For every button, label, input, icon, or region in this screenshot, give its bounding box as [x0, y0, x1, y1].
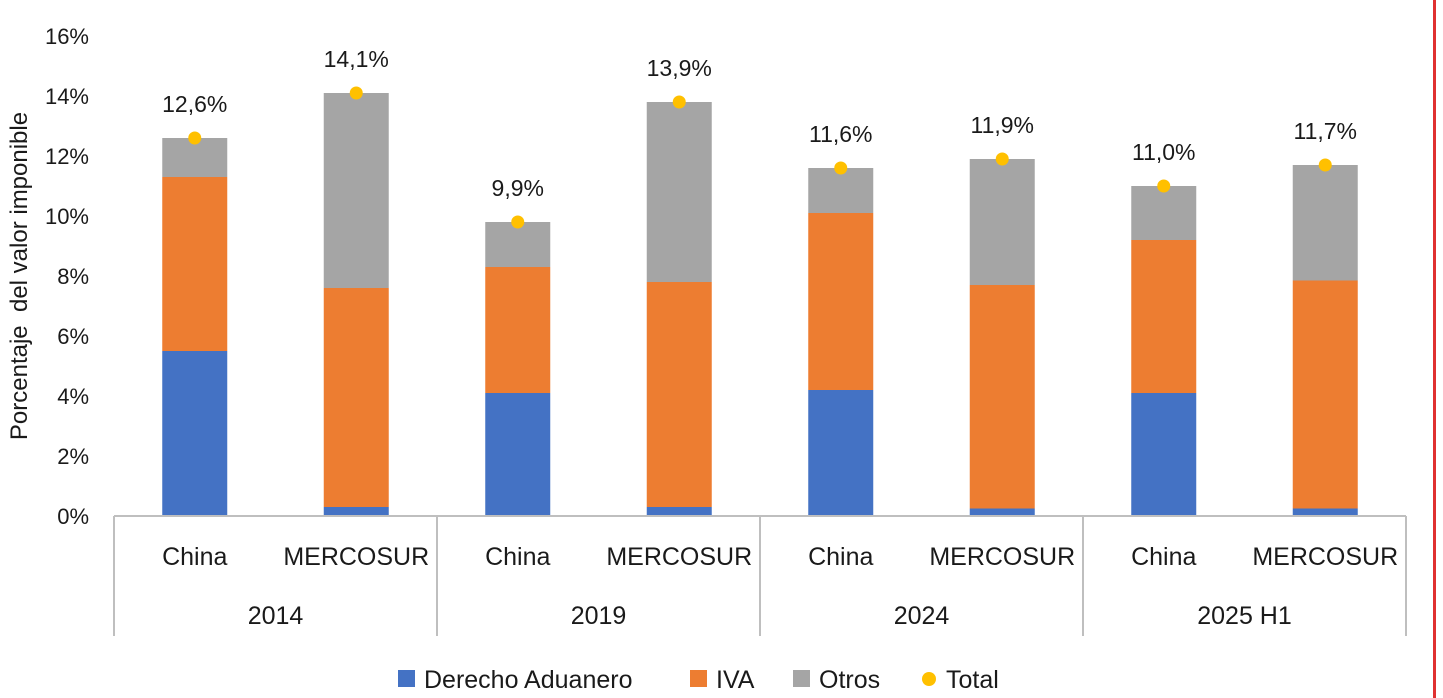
page-edge-rule	[1433, 0, 1436, 698]
bar-segment-iva	[969, 285, 1035, 509]
y-tick-label: 16%	[45, 24, 89, 49]
legend-label: IVA	[716, 666, 755, 694]
x-category-label: China	[808, 543, 873, 571]
bar-segment-otros	[808, 168, 874, 213]
legend-swatch	[398, 670, 415, 687]
bar-segment-derecho-aduanero	[1131, 393, 1197, 516]
y-tick-label: 10%	[45, 204, 89, 229]
bar-segment-iva	[1292, 280, 1358, 509]
legend-label: Otros	[819, 666, 880, 694]
bar-segment-iva	[485, 267, 551, 393]
x-category-label: China	[485, 543, 550, 571]
x-group-label: 2019	[571, 602, 627, 630]
legend-label: Derecho Aduanero	[424, 666, 632, 694]
total-marker	[1318, 158, 1332, 172]
legend-label: Total	[946, 666, 999, 694]
bar-segment-derecho-aduanero	[1292, 508, 1358, 516]
x-category-label: China	[162, 543, 227, 571]
y-tick-label: 2%	[57, 444, 89, 469]
bar-segment-derecho-aduanero	[969, 508, 1035, 516]
y-axis-title: Porcentaje del valor imponible	[6, 112, 33, 440]
total-marker	[672, 95, 686, 109]
total-marker	[1157, 179, 1171, 193]
x-category-label: China	[1131, 543, 1196, 571]
y-tick-label: 8%	[57, 264, 89, 289]
total-data-label: 11,6%	[809, 121, 873, 147]
bar-segment-derecho-aduanero	[808, 390, 874, 516]
y-tick-label: 12%	[45, 144, 89, 169]
total-data-label: 11,7%	[1293, 118, 1357, 144]
bar-segment-derecho-aduanero	[323, 507, 389, 516]
x-category-label: MERCOSUR	[1252, 543, 1398, 571]
x-category-label: MERCOSUR	[283, 543, 429, 571]
x-group-label: 2025 H1	[1197, 602, 1292, 630]
y-tick-label: 6%	[57, 324, 89, 349]
x-group-label: 2024	[894, 602, 950, 630]
total-marker	[834, 161, 848, 175]
total-marker	[995, 152, 1009, 166]
bar-segment-iva	[162, 177, 228, 351]
bar-segment-otros	[646, 102, 712, 282]
y-tick-label: 4%	[57, 384, 89, 409]
total-marker	[511, 215, 525, 229]
legend-swatch	[793, 670, 810, 687]
bar-segment-iva	[323, 288, 389, 507]
total-marker	[188, 131, 202, 145]
bar-segment-derecho-aduanero	[646, 507, 712, 516]
bar-segment-iva	[646, 282, 712, 507]
total-data-label: 13,9%	[647, 55, 712, 81]
total-data-label: 11,9%	[970, 112, 1034, 138]
bar-segment-derecho-aduanero	[485, 393, 551, 516]
bar-segment-otros	[969, 159, 1035, 285]
bar-segment-otros	[1131, 186, 1197, 240]
total-data-label: 14,1%	[324, 46, 389, 72]
total-marker	[349, 86, 363, 100]
bar-segment-iva	[1131, 240, 1197, 393]
y-tick-label: 0%	[57, 504, 89, 529]
x-category-label: MERCOSUR	[606, 543, 752, 571]
total-data-label: 12,6%	[162, 91, 227, 117]
x-category-label: MERCOSUR	[929, 543, 1075, 571]
y-tick-label: 14%	[45, 84, 89, 109]
total-data-label: 9,9%	[492, 175, 544, 201]
legend-marker	[922, 672, 936, 686]
bar-segment-derecho-aduanero	[162, 351, 228, 516]
bar-segment-otros	[485, 222, 551, 267]
legend-swatch	[690, 670, 707, 687]
total-data-label: 11,0%	[1132, 139, 1196, 165]
bar-segment-otros	[1292, 165, 1358, 281]
x-group-label: 2014	[248, 602, 304, 630]
bar-segment-iva	[808, 213, 874, 390]
bar-segment-otros	[323, 93, 389, 288]
